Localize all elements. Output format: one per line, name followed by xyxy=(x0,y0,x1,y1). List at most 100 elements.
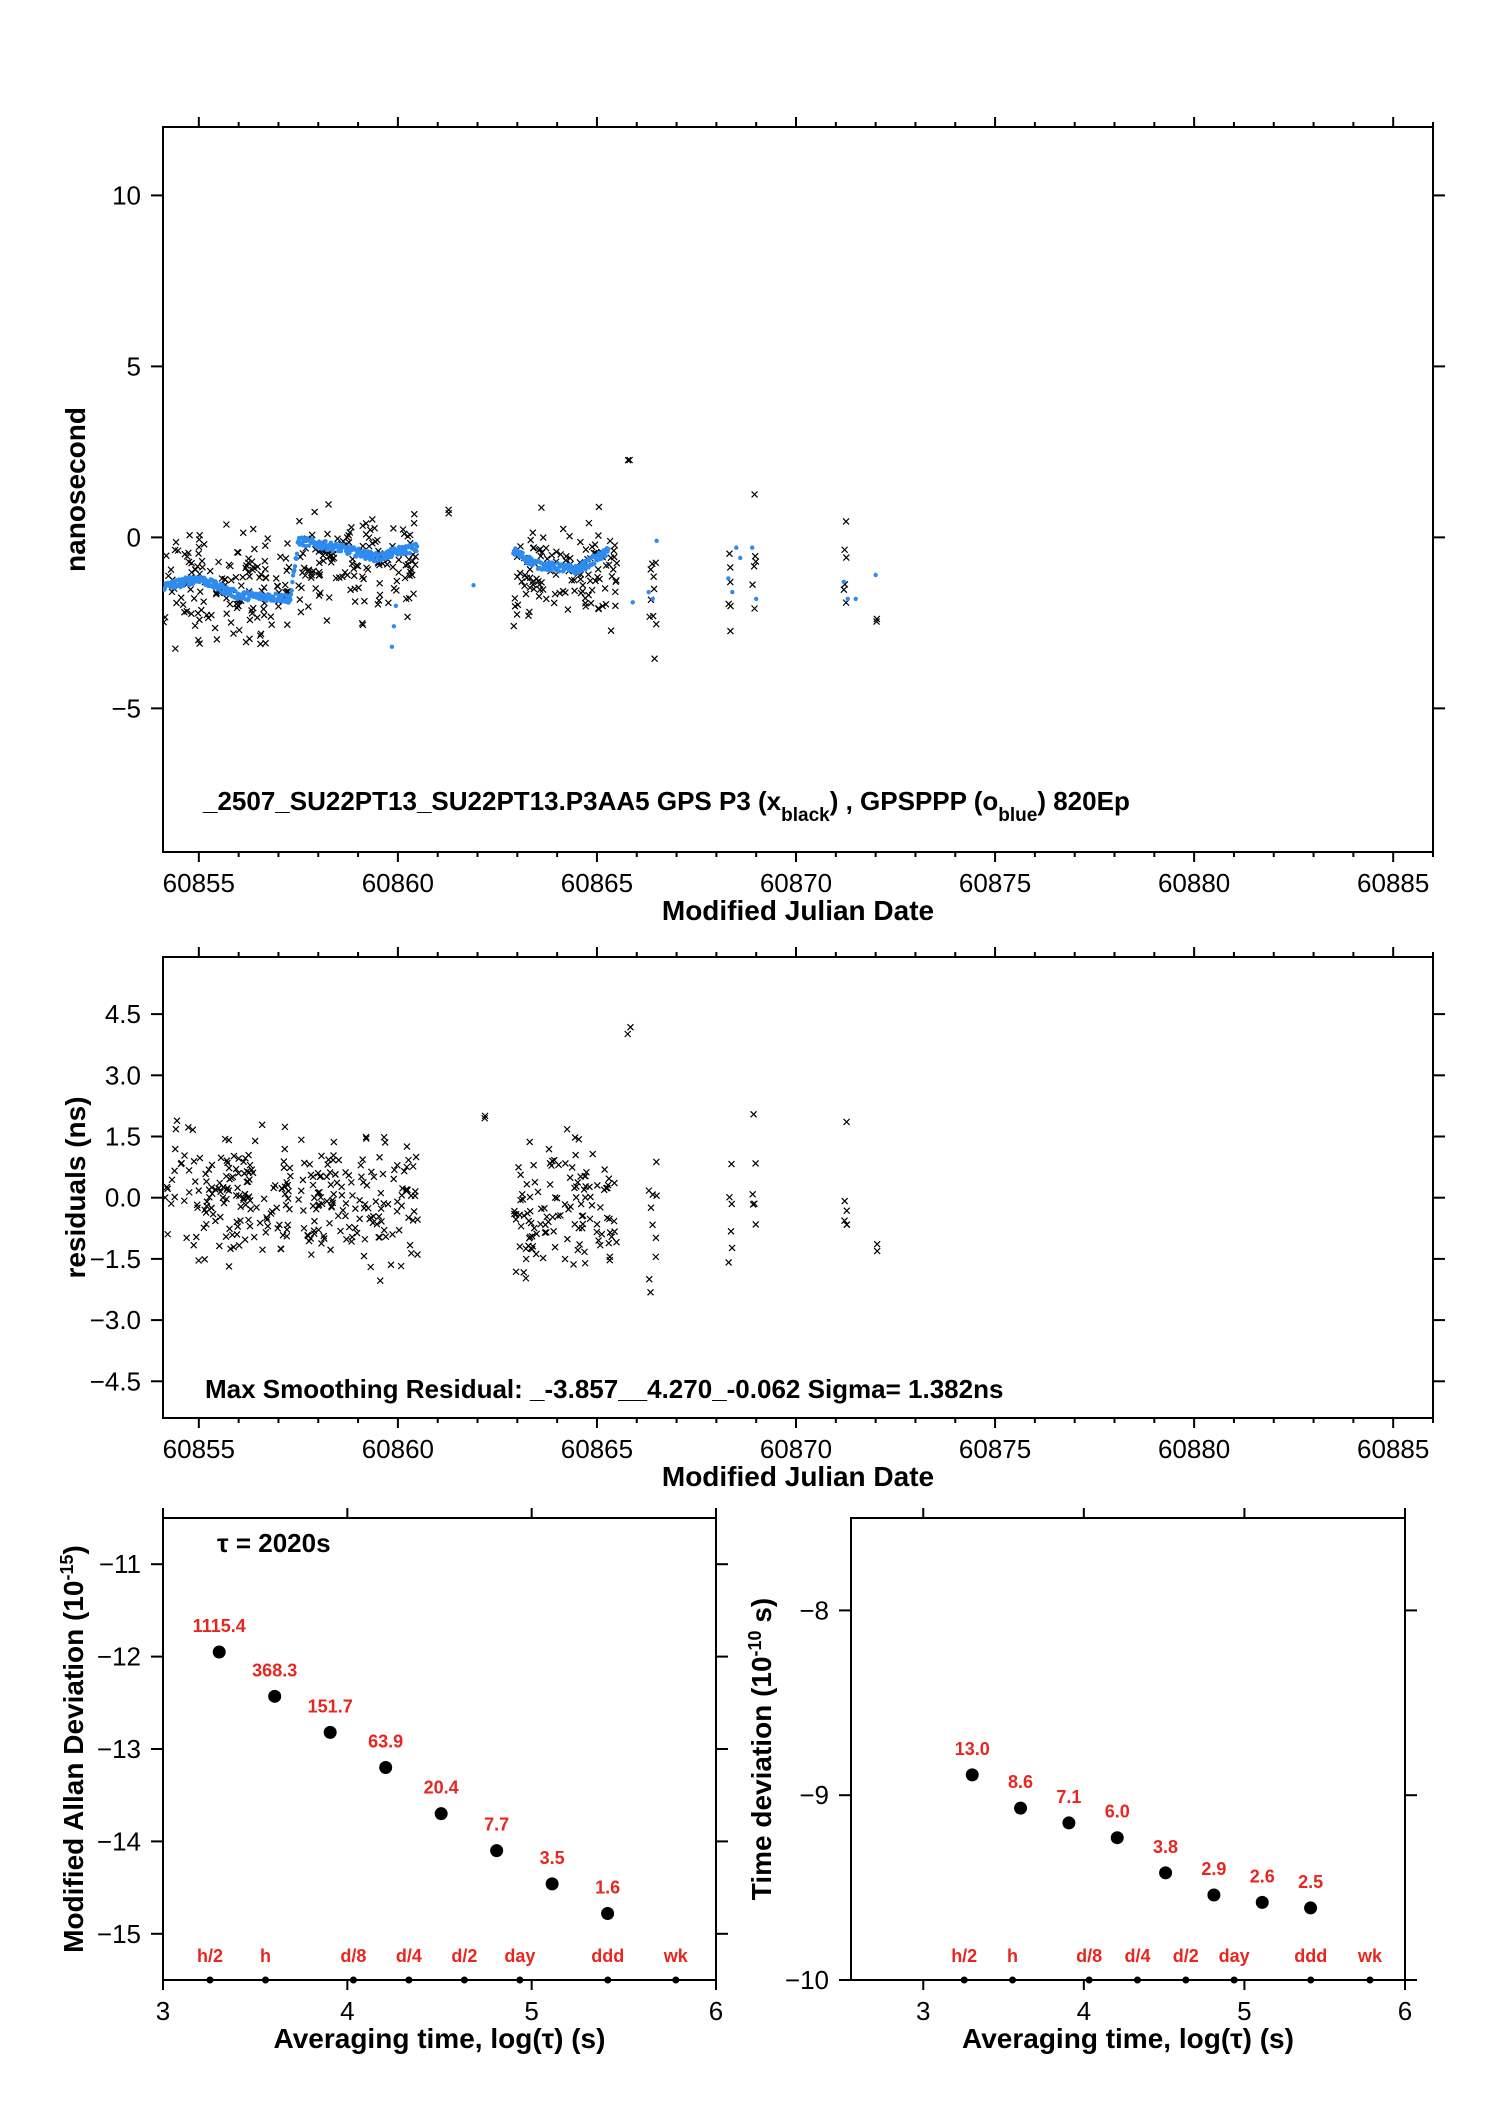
data-point-x xyxy=(167,1200,175,1208)
data-point-x xyxy=(377,1205,385,1213)
data-point-x xyxy=(358,619,366,627)
data-point-x xyxy=(575,1224,583,1232)
data-point-x xyxy=(410,590,417,598)
data-point-x xyxy=(256,1219,264,1227)
interval-marker xyxy=(516,1976,524,1984)
data-point-x xyxy=(606,1229,614,1237)
data-point-x xyxy=(393,1207,401,1215)
data-point-x xyxy=(348,1233,356,1241)
chart-top: 60855 60860 60865 60870 60875 60880 60885 −5 0 5 1… xyxy=(60,117,1445,926)
data-point-x xyxy=(273,1204,281,1212)
y-tick-label: −1.5 xyxy=(90,1244,141,1274)
data-point-x xyxy=(645,1275,653,1283)
data-point-o xyxy=(389,644,395,650)
data-point-x xyxy=(295,1196,303,1204)
data-point-x xyxy=(200,1224,208,1232)
annotation-prefix: _2507_SU22PT13_SU22PT13.P3AA5 GPS P3 (x xyxy=(202,786,782,816)
plot-frame xyxy=(162,126,1434,853)
stability-value-label: 368.3 xyxy=(252,1660,297,1680)
data-point-x xyxy=(605,1215,613,1223)
data-point-x xyxy=(561,1201,569,1208)
data-point-x xyxy=(510,1210,518,1218)
data-point-o xyxy=(548,567,554,573)
data-point-x xyxy=(359,542,367,550)
data-point-x xyxy=(310,1230,318,1238)
data-point-x xyxy=(339,1206,347,1214)
data-point-o xyxy=(603,553,608,559)
stability-point xyxy=(212,1645,226,1659)
data-point-x xyxy=(513,610,521,618)
data-point-x xyxy=(300,1159,308,1167)
data-point-x xyxy=(404,560,412,568)
data-point-x xyxy=(356,1215,364,1223)
data-point-x xyxy=(283,1232,291,1240)
tau-label: τ = 2020s xyxy=(217,1528,331,1558)
data-point-x xyxy=(587,1193,594,1201)
data-point-x xyxy=(414,1251,421,1259)
data-point-x xyxy=(318,1239,325,1247)
data-point-x xyxy=(323,617,331,624)
data-point-x xyxy=(561,1159,569,1167)
data-point-x xyxy=(571,587,579,595)
data-point-x xyxy=(610,547,618,555)
data-point-x xyxy=(246,1161,254,1169)
data-point-x xyxy=(576,538,584,546)
data-point-x xyxy=(752,1220,760,1228)
data-point-x xyxy=(362,520,370,527)
data-point-x xyxy=(310,1194,318,1202)
data-point-x xyxy=(300,1224,308,1232)
data-point-x xyxy=(750,1110,758,1118)
data-point-x xyxy=(351,1205,359,1213)
data-point-x xyxy=(299,1176,307,1184)
data-point-x xyxy=(751,552,759,560)
data-point-x xyxy=(311,508,319,516)
interval-label: wk xyxy=(663,1946,689,1966)
data-point-x xyxy=(613,1238,620,1246)
stability-point xyxy=(965,1768,979,1782)
data-point-x xyxy=(526,1138,534,1146)
data-point-x xyxy=(171,546,179,554)
x-tick-label: 60870 xyxy=(760,868,832,898)
data-point-x xyxy=(260,1195,268,1203)
data-point-x xyxy=(274,1224,282,1232)
y-axis-title-exponent: -10 xyxy=(745,1630,765,1656)
data-point-x xyxy=(601,584,609,592)
data-point-x xyxy=(334,1212,342,1220)
data-point-x xyxy=(217,1154,225,1162)
data-point-x xyxy=(225,1136,233,1144)
plot-frame xyxy=(850,1517,1406,1981)
data-point-x xyxy=(522,1274,530,1282)
data-point-x xyxy=(537,1205,545,1213)
x-tick-label: 4 xyxy=(1077,1996,1091,2026)
data-point-x xyxy=(172,1125,180,1133)
data-point-x xyxy=(577,589,585,597)
data-point-x xyxy=(367,1168,375,1176)
data-point-x xyxy=(393,1161,401,1169)
data-point-o xyxy=(726,576,731,581)
stability-value-label: 3.5 xyxy=(540,1848,565,1868)
data-point-x xyxy=(223,1186,231,1193)
data-point-x xyxy=(581,1259,589,1267)
data-point-x xyxy=(315,559,323,567)
data-point-x xyxy=(595,503,603,511)
data-point-x xyxy=(371,524,378,532)
data-point-x xyxy=(235,1169,242,1177)
data-point-x xyxy=(586,1215,594,1223)
data-point-x xyxy=(571,1134,579,1141)
x-tick-label: 3 xyxy=(916,1996,930,2026)
data-point-x xyxy=(611,1179,618,1187)
x-tick-label: 5 xyxy=(1237,1996,1251,2026)
data-point-x xyxy=(194,563,202,570)
data-point-x xyxy=(594,532,602,540)
data-point-x xyxy=(338,573,346,581)
data-point-x xyxy=(243,1178,251,1186)
data-point-x xyxy=(520,1212,528,1220)
data-point-x xyxy=(326,1219,333,1227)
data-point-x xyxy=(599,602,607,610)
data-point-x xyxy=(367,1263,375,1271)
data-point-x xyxy=(320,1235,328,1242)
x-axis-title: Modified Julian Date xyxy=(662,895,934,926)
data-point-x xyxy=(239,529,247,537)
data-point-o xyxy=(738,555,743,561)
data-point-x xyxy=(299,1207,307,1214)
